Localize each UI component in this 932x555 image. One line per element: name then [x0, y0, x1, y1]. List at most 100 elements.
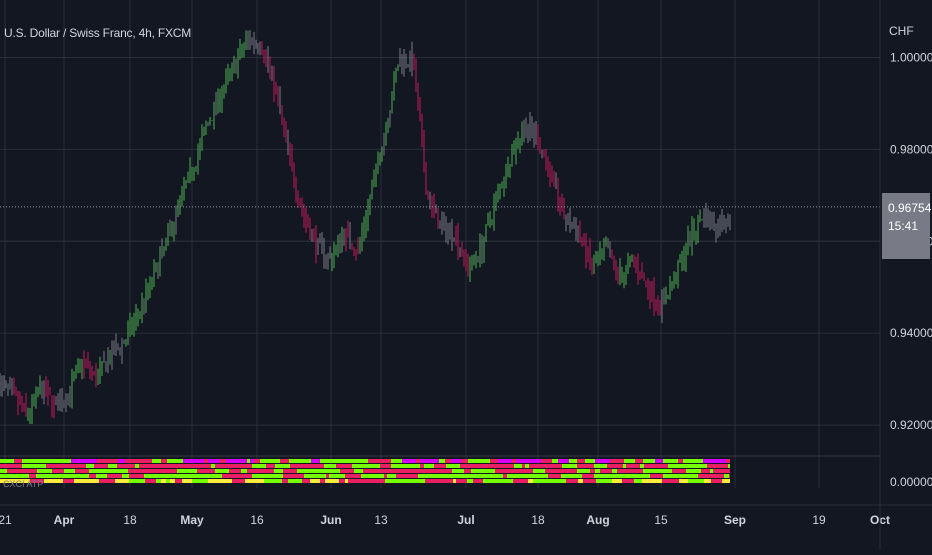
indicator-block: [564, 469, 577, 473]
indicator-block: [229, 469, 235, 473]
indicator-block: [58, 474, 62, 478]
indicator-block: [721, 469, 726, 473]
indicator-block: [626, 479, 634, 483]
indicator-block: [204, 459, 208, 463]
indicator-block: [198, 474, 213, 478]
indicator-block: [320, 459, 332, 463]
price-bars: [0, 30, 880, 425]
indicator-block: [529, 464, 542, 468]
indicator-block: [395, 464, 410, 468]
indicator-block: [304, 474, 308, 478]
indicator-block: [577, 464, 591, 468]
indicator-block: [701, 469, 710, 473]
indicator-block: [525, 464, 529, 468]
indicator-block: [221, 469, 229, 473]
indicator-block: [445, 474, 453, 478]
indicator-block: [562, 464, 577, 468]
indicator-block: [197, 469, 206, 473]
indicator-block: [250, 459, 254, 463]
indicator-block: [252, 464, 266, 468]
indicator-block: [262, 469, 274, 473]
indicator-block: [16, 474, 29, 478]
indicator-block: [320, 479, 325, 483]
indicator-block: [107, 474, 115, 478]
x-tick-label: Jun: [320, 513, 341, 527]
indicator-block: [418, 474, 429, 478]
indicator-block: [282, 479, 288, 483]
indicator-block: [177, 469, 186, 473]
indicator-block: [484, 469, 495, 473]
indicator-block: [226, 459, 233, 463]
indicator-block: [200, 464, 211, 468]
indicator-block: [223, 479, 232, 483]
indicator-block: [335, 459, 351, 463]
indicator-block: [726, 469, 730, 473]
indicator-block: [377, 469, 393, 473]
indicator-block: [626, 464, 640, 468]
indicator-block: [208, 479, 223, 483]
indicator-block: [440, 479, 453, 483]
indicator-block: [283, 474, 290, 478]
indicator-block: [122, 474, 129, 478]
indicator-block: [122, 464, 130, 468]
indicator-block: [503, 479, 513, 483]
indicator-block: [387, 474, 396, 478]
indicator-block: [235, 469, 241, 473]
indicator-block: [132, 459, 139, 463]
indicator-block: [288, 479, 302, 483]
indicator-block: [7, 469, 16, 473]
indicator-block: [682, 474, 698, 478]
indicator-block: [638, 469, 643, 473]
indicator-block: [607, 464, 623, 468]
indicator-block: [266, 464, 275, 468]
indicator-block: [476, 459, 490, 463]
chart-title: U.S. Dollar / Swiss Franc, 4h, FXCM: [4, 26, 192, 40]
indicator-block: [373, 479, 385, 483]
indicator-block: [622, 474, 636, 478]
indicator-block: [578, 479, 583, 483]
indicator-block: [37, 459, 41, 463]
indicator-block: [545, 469, 557, 473]
indicator-block: [89, 474, 96, 478]
indicator-block: [185, 464, 200, 468]
indicator-block: [302, 479, 307, 483]
indicator-block: [25, 479, 30, 483]
indicator-block: [424, 464, 434, 468]
x-tick-label: 18: [123, 513, 137, 527]
indicator-block: [683, 459, 692, 463]
indicator-block: [416, 459, 420, 463]
indicator-block: [278, 479, 282, 483]
indicator-block: [6, 464, 11, 468]
indicator-block: [624, 459, 635, 463]
indicator-block: [566, 479, 578, 483]
indicator-block: [356, 459, 368, 463]
indicator-block: [46, 464, 51, 468]
x-tick-label: May: [180, 513, 204, 527]
indicator-block: [445, 469, 452, 473]
indicator-block: [366, 474, 375, 478]
indicator-block: [247, 469, 256, 473]
indicator-block: [541, 459, 552, 463]
indicator-block: [678, 459, 683, 463]
indicator-block: [155, 474, 165, 478]
indicator-block: [283, 469, 297, 473]
indicator-block: [241, 469, 247, 473]
indicator-block: [468, 459, 476, 463]
indicator-block: [375, 459, 391, 463]
indicator-block: [345, 474, 361, 478]
indicator-block: [434, 464, 446, 468]
indicator-block: [37, 469, 52, 473]
indicator-block: [74, 479, 88, 483]
indicator-block: [83, 459, 97, 463]
indicator-block: [63, 464, 72, 468]
indicator-block: [183, 459, 199, 463]
indicator-block: [565, 474, 579, 478]
indicator-block: [0, 474, 16, 478]
indicator-block: [673, 464, 681, 468]
indicator-block: [314, 469, 330, 473]
indicator-block: [396, 479, 401, 483]
last-price-value: 0.96754: [888, 201, 932, 215]
indicator-block: [513, 479, 528, 483]
